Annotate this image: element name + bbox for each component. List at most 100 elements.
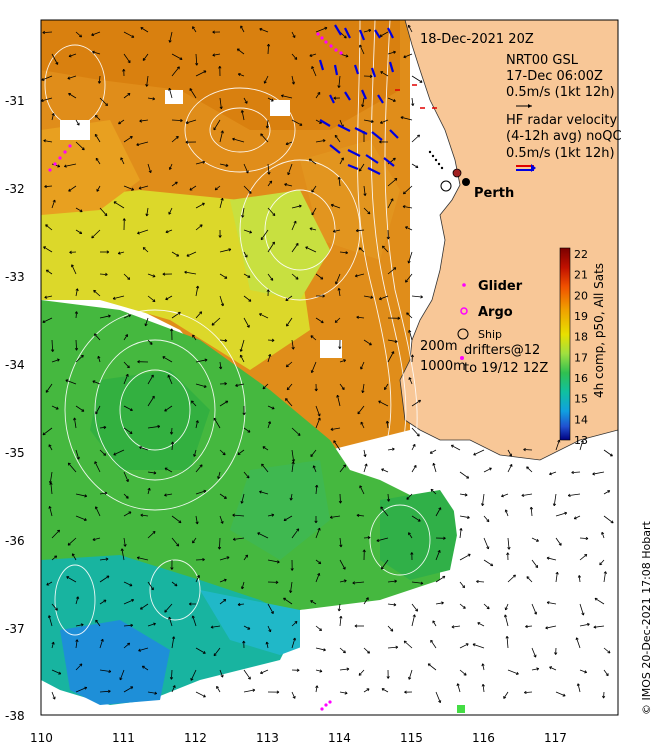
sea-level-contours (44, 20, 431, 636)
velocity-arrowhead (410, 552, 414, 555)
velocity-arrowhead (506, 552, 510, 556)
velocity-arrow (576, 637, 581, 649)
velocity-arrowhead (292, 695, 296, 699)
velocity-arrowhead (170, 441, 175, 445)
velocity-arrow (195, 383, 207, 388)
velocity-arrowhead (265, 125, 269, 129)
velocity-arrowhead (257, 532, 261, 536)
x-tick-label: 113 (256, 731, 279, 745)
velocity-arrowhead (46, 582, 50, 586)
velocity-arrow (380, 71, 389, 77)
velocity-arrowhead (524, 690, 527, 695)
depth-1000-label: 1000m (420, 359, 466, 374)
velocity-arrow (75, 449, 80, 460)
velocity-arrowhead (309, 53, 313, 57)
velocity-arrowhead (140, 27, 144, 30)
velocity-arrow (195, 285, 199, 297)
velocity-arrow (232, 514, 245, 517)
velocity-arrowhead (358, 672, 362, 676)
velocity-arrowhead (416, 433, 420, 437)
velocity-arrow (119, 669, 125, 681)
velocity-arrowhead (361, 390, 365, 394)
velocity-arrowhead (292, 637, 296, 641)
velocity-arrowhead (432, 620, 436, 624)
velocity-arrowhead (262, 446, 266, 450)
velocity-arrow (286, 383, 293, 391)
velocity-arrowhead (507, 546, 511, 550)
velocity-arrow (75, 596, 79, 605)
velocity-arrow (41, 97, 53, 102)
velocity-arrow (387, 580, 397, 583)
velocity-vectors (41, 24, 614, 704)
velocity-arrowhead (285, 142, 289, 146)
velocity-arrow (311, 207, 317, 216)
velocity-arrow (459, 603, 466, 609)
velocity-arrow (408, 251, 413, 264)
velocity-arrowhead (286, 323, 289, 327)
velocity-arrowhead (515, 671, 519, 675)
velocity-arrowhead (162, 272, 166, 276)
marker-legend: Glider Argo Ship drifters@12 to 19/12 12… (420, 279, 548, 376)
velocity-arrowhead (368, 28, 372, 33)
velocity-arrowhead (490, 563, 494, 567)
velocity-arrow (171, 581, 178, 587)
velocity-arrowhead (336, 394, 340, 398)
velocity-arrow (66, 576, 77, 583)
velocity-arrow (339, 668, 350, 671)
velocity-arrow (171, 53, 183, 60)
velocity-arrow (291, 220, 297, 231)
velocity-arrowhead (191, 615, 195, 619)
velocity-arrow (507, 669, 519, 675)
velocity-arrowhead (248, 190, 252, 194)
velocity-arrow (99, 449, 106, 456)
velocity-arrowhead (192, 334, 196, 338)
velocity-arrow (164, 493, 173, 496)
velocity-arrow (123, 511, 132, 517)
velocity-arrow (192, 537, 197, 544)
velocity-arrow (219, 537, 221, 550)
velocity-arrow (506, 636, 509, 649)
velocity-arrow (408, 669, 413, 680)
velocity-arrow (339, 359, 346, 363)
velocity-arrow (237, 449, 245, 455)
velocity-arrow (523, 449, 533, 451)
y-tick-label: -32 (5, 182, 25, 196)
velocity-arrowhead (312, 465, 316, 469)
velocity-arrow (555, 512, 567, 517)
velocity-arrowhead (552, 503, 557, 507)
velocity-arrowhead (76, 122, 80, 126)
velocity-arrow (411, 515, 421, 522)
velocity-arrow (403, 185, 413, 195)
velocity-arrow (310, 335, 317, 341)
velocity-arrowhead (138, 648, 142, 652)
velocity-arrowhead (217, 476, 221, 479)
velocity-arrow (123, 334, 128, 341)
velocity-arrowhead (45, 389, 49, 393)
velocity-arrow (387, 51, 396, 55)
velocity-arrow (195, 575, 200, 583)
velocity-arrowhead (248, 298, 252, 302)
velocity-arrow (192, 334, 197, 341)
velocity-arrowhead (212, 30, 216, 34)
velocity-arrow (243, 97, 248, 104)
velocity-arrow (262, 383, 269, 390)
velocity-arrowhead (486, 606, 490, 610)
velocity-arrow (147, 163, 152, 173)
velocity-arrowhead (407, 260, 411, 264)
velocity-arrowhead (412, 614, 416, 618)
velocity-arrowhead (442, 575, 446, 579)
velocity-arrowhead (52, 199, 56, 203)
velocity-arrowhead (106, 575, 110, 579)
velocity-arrow (459, 581, 465, 589)
velocity-arrow (405, 273, 413, 283)
velocity-arrow (147, 471, 157, 474)
velocity-arrowhead (203, 70, 207, 74)
velocity-arrow (459, 471, 469, 479)
velocity-arrow (195, 515, 198, 525)
velocity-arrow (603, 647, 611, 654)
velocity-arrow (411, 427, 420, 437)
velocity-arrowhead (283, 597, 287, 601)
velocity-arrow (92, 380, 101, 385)
velocity-arrowhead (259, 490, 262, 494)
velocity-arrow (291, 691, 296, 699)
